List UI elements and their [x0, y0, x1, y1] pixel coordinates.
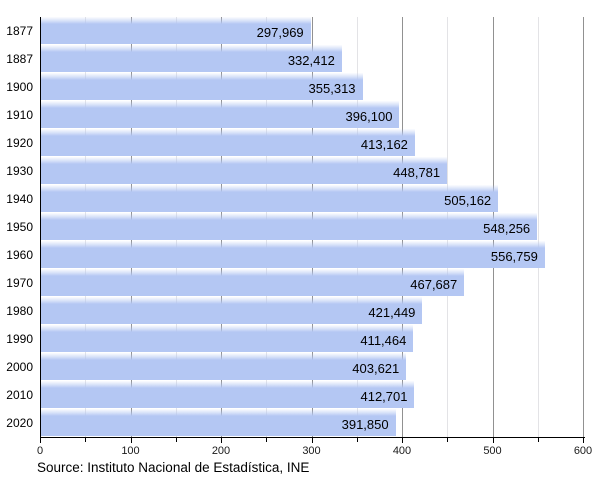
bar: 411,464: [41, 325, 414, 352]
bar-value-label: 448,781: [393, 164, 441, 180]
x-axis-tick-major: [492, 438, 494, 443]
category-label: 1980: [6, 304, 33, 318]
x-axis-tick-major: [40, 438, 41, 443]
category-label: 1920: [6, 136, 33, 150]
x-axis-tick-minor: [85, 438, 87, 442]
bar: 467,687: [41, 269, 465, 296]
gridline-minor: [537, 17, 539, 437]
category-label: 1970: [6, 276, 33, 290]
bar: 403,621: [41, 353, 407, 380]
bar-value-label: 297,969: [256, 24, 304, 40]
x-axis-tick-minor: [356, 438, 358, 442]
x-axis-tick-label: 300: [302, 445, 321, 457]
x-axis-tick-label: 100: [121, 445, 140, 457]
category-label: 1960: [6, 248, 33, 262]
y-axis-line: [40, 17, 41, 438]
category-label: 2020: [6, 416, 33, 430]
bar: 505,162: [41, 185, 499, 212]
x-axis-tick-label: 600: [573, 445, 593, 457]
category-label: 1950: [6, 220, 33, 234]
bar-value-label: 391,850: [341, 416, 389, 432]
category-label: 1887: [6, 52, 33, 66]
category-label: 1990: [6, 332, 33, 346]
x-axis-tick-major: [221, 438, 222, 443]
category-label: 1910: [6, 108, 33, 122]
bar: 548,256: [41, 213, 538, 240]
bar-value-label: 355,313: [308, 80, 356, 96]
x-axis-tick-label: 0: [36, 445, 44, 457]
x-axis-tick-minor: [175, 438, 177, 442]
x-axis-tick-label: 500: [483, 445, 502, 457]
bar: 355,313: [41, 73, 363, 100]
x-axis-tick-major: [583, 438, 584, 443]
bar: 396,100: [41, 101, 400, 128]
bar: 332,412: [41, 45, 342, 72]
bar-value-label: 556,759: [490, 248, 538, 264]
bar-value-label: 412,701: [360, 388, 408, 404]
bar-value-label: 411,464: [360, 332, 407, 348]
bar: 556,759: [41, 241, 545, 268]
bar: 413,162: [41, 129, 415, 156]
bar-value-label: 421,449: [368, 304, 416, 320]
x-axis-tick-major: [402, 438, 403, 443]
category-label: 2000: [6, 360, 33, 374]
x-axis-tick-minor: [537, 438, 539, 442]
x-axis-tick-label: 200: [211, 445, 231, 457]
x-axis-tick-major: [311, 438, 313, 443]
x-axis-tick-label: 400: [392, 445, 412, 457]
x-axis-line: [40, 437, 585, 438]
bar: 391,850: [41, 409, 396, 436]
bar-value-label: 403,621: [352, 360, 400, 376]
x-axis-tick-minor: [266, 438, 268, 442]
bar-value-label: 467,687: [410, 276, 458, 292]
category-label: 2010: [6, 388, 33, 402]
bar: 412,701: [41, 381, 415, 408]
category-label: 1930: [6, 164, 33, 178]
x-axis-tick-major: [130, 438, 132, 443]
bar-value-label: 332,412: [287, 52, 335, 68]
bar: 297,969: [41, 17, 311, 44]
bar-value-label: 396,100: [345, 108, 393, 124]
category-label: 1940: [6, 192, 33, 206]
source-note: Source: Instituto Nacional de Estadístic…: [37, 460, 310, 475]
bar-value-label: 505,162: [444, 192, 492, 208]
bar-value-label: 548,256: [483, 220, 531, 236]
x-axis-tick-minor: [447, 438, 449, 442]
bar: 448,781: [41, 157, 448, 184]
bar: 421,449: [41, 297, 423, 324]
category-label: 1877: [6, 24, 33, 38]
gridline-major: [583, 17, 584, 437]
category-label: 1900: [6, 80, 33, 94]
bar-value-label: 413,162: [360, 136, 408, 152]
